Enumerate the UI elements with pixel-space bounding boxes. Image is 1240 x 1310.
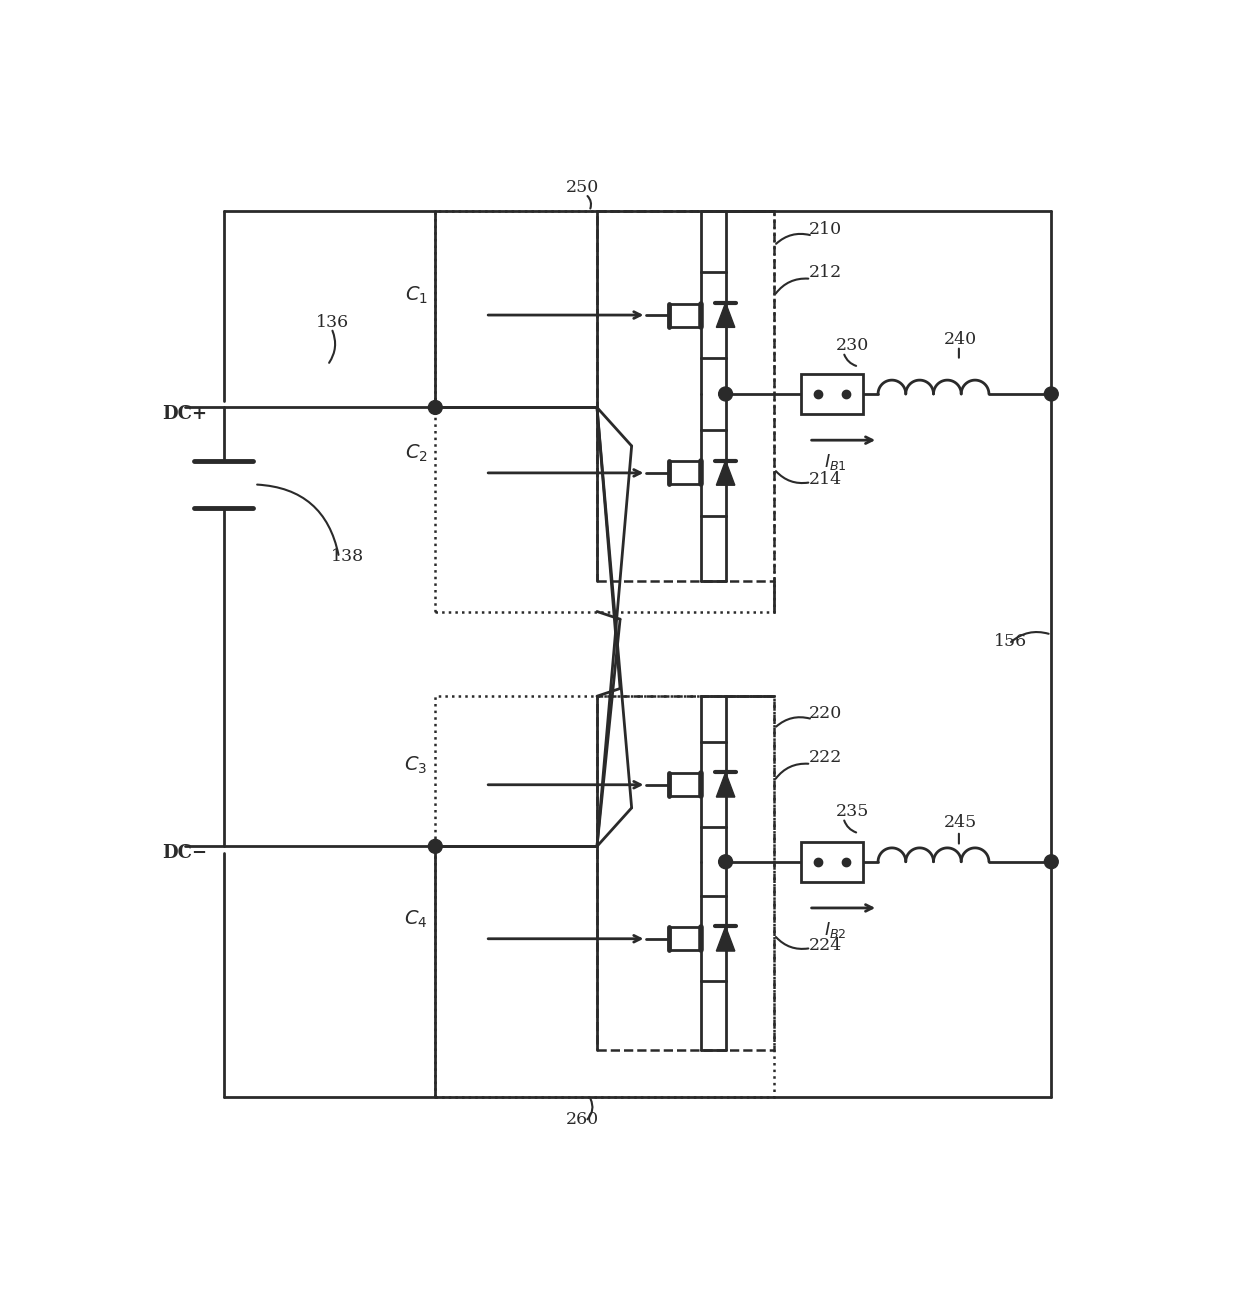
Bar bbox=[596, 211, 774, 580]
Polygon shape bbox=[717, 303, 735, 328]
Text: $C_2$: $C_2$ bbox=[404, 443, 428, 464]
Bar bbox=[435, 696, 774, 1096]
Text: $I_{B1}$: $I_{B1}$ bbox=[825, 452, 847, 472]
Text: 235: 235 bbox=[836, 803, 869, 820]
Text: 136: 136 bbox=[316, 313, 350, 330]
Circle shape bbox=[719, 386, 733, 401]
Circle shape bbox=[428, 401, 443, 414]
Circle shape bbox=[1044, 386, 1058, 401]
Bar bbox=[801, 842, 863, 882]
Text: 212: 212 bbox=[808, 263, 842, 280]
Bar bbox=[801, 373, 863, 414]
Text: 222: 222 bbox=[808, 748, 842, 765]
Bar bbox=[596, 696, 774, 1051]
Text: 245: 245 bbox=[944, 814, 977, 831]
Polygon shape bbox=[717, 773, 735, 796]
Polygon shape bbox=[717, 926, 735, 951]
Circle shape bbox=[1044, 855, 1058, 869]
Circle shape bbox=[719, 855, 733, 869]
Text: 138: 138 bbox=[331, 549, 365, 566]
Text: 156: 156 bbox=[993, 633, 1027, 650]
Text: 210: 210 bbox=[808, 221, 842, 238]
Circle shape bbox=[428, 840, 443, 853]
Text: 230: 230 bbox=[836, 337, 869, 354]
Text: 250: 250 bbox=[567, 179, 599, 196]
Text: 240: 240 bbox=[944, 330, 977, 347]
Text: $C_3$: $C_3$ bbox=[404, 755, 428, 776]
Polygon shape bbox=[717, 461, 735, 485]
Text: $C_1$: $C_1$ bbox=[404, 284, 428, 305]
Text: DC−: DC− bbox=[162, 844, 207, 862]
Text: $I_{B2}$: $I_{B2}$ bbox=[825, 920, 847, 939]
Text: DC+: DC+ bbox=[162, 405, 207, 423]
Text: 214: 214 bbox=[808, 472, 842, 489]
Text: 220: 220 bbox=[808, 705, 842, 722]
Bar bbox=[435, 211, 774, 612]
Text: 260: 260 bbox=[567, 1111, 599, 1128]
Text: 224: 224 bbox=[808, 937, 842, 954]
Text: $C_4$: $C_4$ bbox=[404, 908, 428, 930]
